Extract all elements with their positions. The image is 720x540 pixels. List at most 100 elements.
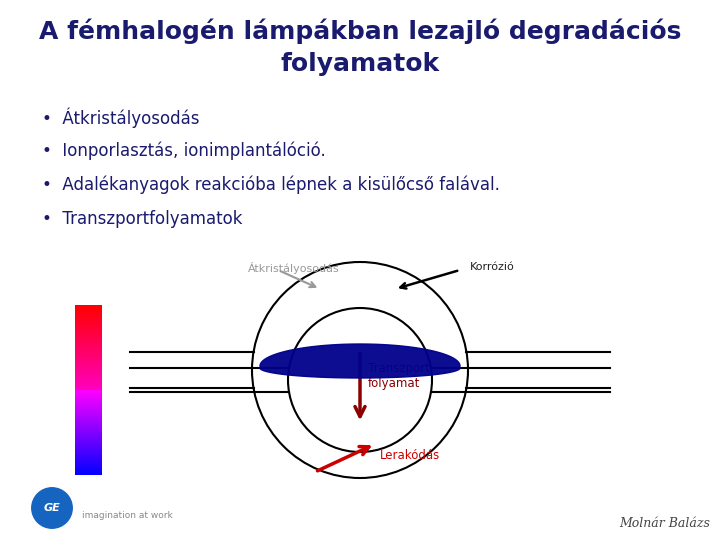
Polygon shape bbox=[75, 323, 102, 325]
Polygon shape bbox=[75, 470, 102, 471]
Polygon shape bbox=[75, 361, 102, 362]
Polygon shape bbox=[75, 325, 102, 326]
Polygon shape bbox=[75, 383, 102, 384]
Text: Korrózió: Korrózió bbox=[470, 262, 515, 272]
Polygon shape bbox=[75, 357, 102, 359]
Polygon shape bbox=[75, 417, 102, 418]
Polygon shape bbox=[75, 334, 102, 335]
Polygon shape bbox=[75, 454, 102, 455]
Text: •  Transzportfolyamatok: • Transzportfolyamatok bbox=[42, 210, 243, 228]
Polygon shape bbox=[75, 310, 102, 311]
Polygon shape bbox=[75, 435, 102, 436]
Polygon shape bbox=[75, 373, 102, 374]
Polygon shape bbox=[75, 452, 102, 453]
Polygon shape bbox=[75, 450, 102, 451]
Polygon shape bbox=[75, 314, 102, 315]
Polygon shape bbox=[75, 382, 102, 383]
Polygon shape bbox=[75, 369, 102, 370]
Polygon shape bbox=[75, 412, 102, 413]
Polygon shape bbox=[75, 307, 102, 308]
Text: •  Átkristályosodás: • Átkristályosodás bbox=[42, 108, 199, 129]
Polygon shape bbox=[260, 344, 460, 378]
Text: A fémhalogén lámpákban lezajló degradációs: A fémhalogén lámpákban lezajló degradáci… bbox=[39, 18, 681, 44]
Polygon shape bbox=[75, 413, 102, 414]
Polygon shape bbox=[75, 404, 102, 406]
Polygon shape bbox=[75, 438, 102, 440]
Polygon shape bbox=[75, 345, 102, 346]
Polygon shape bbox=[75, 463, 102, 464]
Polygon shape bbox=[75, 395, 102, 396]
Polygon shape bbox=[75, 473, 102, 474]
Polygon shape bbox=[75, 469, 102, 470]
Polygon shape bbox=[75, 391, 102, 392]
Polygon shape bbox=[75, 393, 102, 394]
Polygon shape bbox=[75, 305, 102, 306]
Polygon shape bbox=[75, 327, 102, 328]
Polygon shape bbox=[75, 317, 102, 318]
Polygon shape bbox=[75, 402, 102, 403]
Polygon shape bbox=[75, 340, 102, 341]
Polygon shape bbox=[75, 422, 102, 423]
Polygon shape bbox=[75, 312, 102, 313]
Polygon shape bbox=[75, 420, 102, 421]
Polygon shape bbox=[75, 459, 102, 460]
Polygon shape bbox=[75, 370, 102, 372]
Polygon shape bbox=[75, 313, 102, 314]
Polygon shape bbox=[75, 457, 102, 458]
Polygon shape bbox=[75, 356, 102, 357]
Polygon shape bbox=[75, 342, 102, 343]
Polygon shape bbox=[75, 472, 102, 473]
Polygon shape bbox=[75, 363, 102, 364]
Polygon shape bbox=[75, 347, 102, 348]
Polygon shape bbox=[75, 415, 102, 416]
Polygon shape bbox=[75, 350, 102, 351]
Polygon shape bbox=[75, 376, 102, 377]
Polygon shape bbox=[75, 425, 102, 426]
Polygon shape bbox=[75, 407, 102, 408]
Polygon shape bbox=[75, 366, 102, 367]
Polygon shape bbox=[75, 468, 102, 469]
Polygon shape bbox=[75, 354, 102, 355]
Polygon shape bbox=[75, 364, 102, 366]
Polygon shape bbox=[75, 332, 102, 333]
Polygon shape bbox=[75, 320, 102, 321]
Polygon shape bbox=[75, 319, 102, 320]
Polygon shape bbox=[75, 399, 102, 400]
Text: Transzport
folyamat: Transzport folyamat bbox=[368, 362, 430, 390]
Polygon shape bbox=[75, 403, 102, 404]
Text: imagination at work: imagination at work bbox=[82, 510, 173, 519]
Polygon shape bbox=[75, 343, 102, 344]
Polygon shape bbox=[75, 385, 102, 386]
Polygon shape bbox=[75, 349, 102, 350]
Polygon shape bbox=[75, 394, 102, 395]
Polygon shape bbox=[75, 449, 102, 450]
Polygon shape bbox=[75, 339, 102, 340]
Polygon shape bbox=[75, 408, 102, 409]
Polygon shape bbox=[75, 368, 102, 369]
Polygon shape bbox=[75, 352, 102, 353]
Polygon shape bbox=[75, 409, 102, 410]
Polygon shape bbox=[75, 406, 102, 407]
Polygon shape bbox=[75, 316, 102, 317]
Polygon shape bbox=[75, 377, 102, 378]
Polygon shape bbox=[75, 315, 102, 316]
Polygon shape bbox=[75, 436, 102, 437]
Polygon shape bbox=[75, 447, 102, 448]
Polygon shape bbox=[75, 464, 102, 465]
Polygon shape bbox=[75, 359, 102, 360]
Polygon shape bbox=[75, 362, 102, 363]
Polygon shape bbox=[75, 322, 102, 323]
Polygon shape bbox=[75, 348, 102, 349]
Polygon shape bbox=[75, 309, 102, 310]
Text: Átkristályosodás: Átkristályosodás bbox=[248, 262, 340, 274]
Polygon shape bbox=[75, 335, 102, 336]
Polygon shape bbox=[75, 390, 102, 391]
Polygon shape bbox=[75, 372, 102, 373]
Polygon shape bbox=[75, 471, 102, 472]
Polygon shape bbox=[75, 465, 102, 467]
Polygon shape bbox=[75, 426, 102, 427]
Polygon shape bbox=[75, 344, 102, 345]
Polygon shape bbox=[75, 351, 102, 352]
Polygon shape bbox=[75, 418, 102, 419]
Polygon shape bbox=[75, 460, 102, 461]
